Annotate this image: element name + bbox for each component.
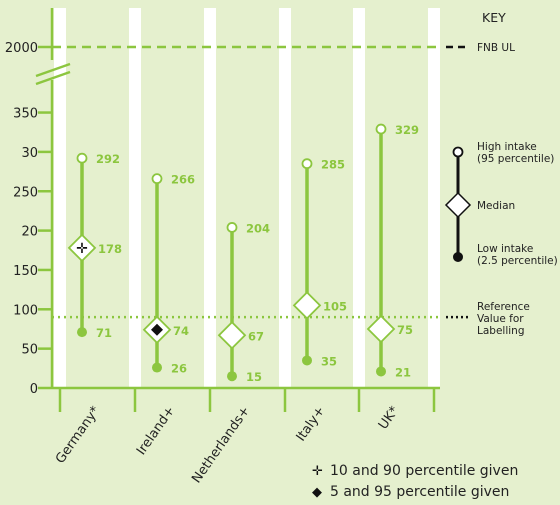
high-value-label-4: 329 bbox=[395, 123, 419, 137]
y-tick-label-8: 2000 bbox=[5, 41, 38, 56]
high-value-label-2: 204 bbox=[246, 221, 270, 235]
low-point-4 bbox=[376, 366, 386, 377]
high-point-4 bbox=[375, 123, 387, 135]
high-value-label-3: 285 bbox=[321, 158, 345, 172]
bg-stripe-1 bbox=[129, 8, 141, 388]
x-tick-label-0: Germany* bbox=[53, 403, 104, 466]
note-symbol-0: ✛ bbox=[312, 464, 323, 479]
low-point-3 bbox=[302, 355, 312, 366]
note-symbol-1: ◆ bbox=[312, 485, 322, 500]
median-diamond-4 bbox=[366, 314, 396, 344]
legend-high-point bbox=[452, 146, 464, 158]
legend-high-label: High intake (95 percentile) bbox=[477, 141, 554, 165]
low-value-label-0: 71 bbox=[96, 326, 112, 340]
median-value-label-2: 67 bbox=[248, 329, 264, 343]
low-value-label-2: 15 bbox=[246, 370, 262, 384]
x-tick-label-4: UK* bbox=[376, 403, 403, 432]
median-diamond-3 bbox=[292, 291, 322, 320]
high-point-3 bbox=[301, 158, 313, 170]
low-value-label-1: 26 bbox=[171, 362, 187, 376]
median-value-label-4: 75 bbox=[397, 323, 413, 337]
y-tick-label-1: 50 bbox=[21, 343, 38, 358]
legend-low-label: Low intake (2.5 percentile) bbox=[477, 243, 558, 267]
y-tick-label-2: 100 bbox=[13, 303, 38, 318]
legend-title: KEY bbox=[482, 10, 506, 25]
note-text-0: 10 and 90 percentile given bbox=[330, 463, 518, 479]
bg-stripe-2 bbox=[204, 8, 216, 388]
axis-break-mark-2 bbox=[35, 70, 71, 86]
high-point-2 bbox=[226, 222, 238, 233]
x-tick-label-2: Netherlands+ bbox=[189, 404, 253, 486]
bg-stripe-4 bbox=[353, 8, 365, 388]
axis-break-mark-1 bbox=[35, 62, 71, 78]
y-tick-label-0: 0 bbox=[30, 382, 38, 397]
note-text-1: 5 and 95 percentile given bbox=[330, 484, 509, 500]
low-value-label-4: 21 bbox=[395, 365, 411, 379]
legend-low-point bbox=[453, 252, 463, 262]
legend-fnb-label: FNB UL bbox=[477, 42, 515, 54]
y-tick-label-5: 250 bbox=[13, 185, 38, 200]
bg-stripe-0 bbox=[54, 8, 66, 388]
low-point-2 bbox=[227, 371, 237, 382]
low-point-1 bbox=[152, 362, 162, 373]
bg-stripe-5 bbox=[428, 8, 440, 388]
x-tick-label-3: Italy+ bbox=[294, 404, 329, 445]
median-filled-marker-1 bbox=[151, 323, 163, 336]
high-point-0 bbox=[76, 152, 88, 164]
y-tick-label-7: 350 bbox=[13, 107, 38, 122]
legend-median-diamond bbox=[444, 191, 472, 219]
legend-median-label: Median bbox=[477, 200, 515, 212]
low-point-0 bbox=[77, 327, 87, 338]
high-point-1 bbox=[151, 173, 163, 185]
low-value-label-3: 35 bbox=[321, 354, 337, 368]
x-tick-label-1: Ireland+ bbox=[134, 404, 178, 458]
legend-reference-label: Reference Value for Labelling bbox=[477, 301, 530, 337]
median-diamond-0 bbox=[67, 233, 97, 263]
y-tick-label-4: 20 bbox=[21, 225, 38, 240]
y-tick-label-6: 30 bbox=[21, 146, 38, 161]
median-diamond-2 bbox=[217, 320, 247, 350]
high-value-label-0: 292 bbox=[96, 152, 120, 166]
median-value-label-3: 105 bbox=[323, 299, 347, 313]
median-cross-marker-0: ✛ bbox=[76, 241, 88, 257]
high-value-label-1: 266 bbox=[171, 173, 195, 187]
y-tick-label-3: 150 bbox=[13, 264, 38, 279]
bg-stripe-3 bbox=[279, 8, 291, 388]
median-value-label-1: 74 bbox=[173, 324, 189, 338]
median-value-label-0: 178 bbox=[98, 242, 122, 256]
